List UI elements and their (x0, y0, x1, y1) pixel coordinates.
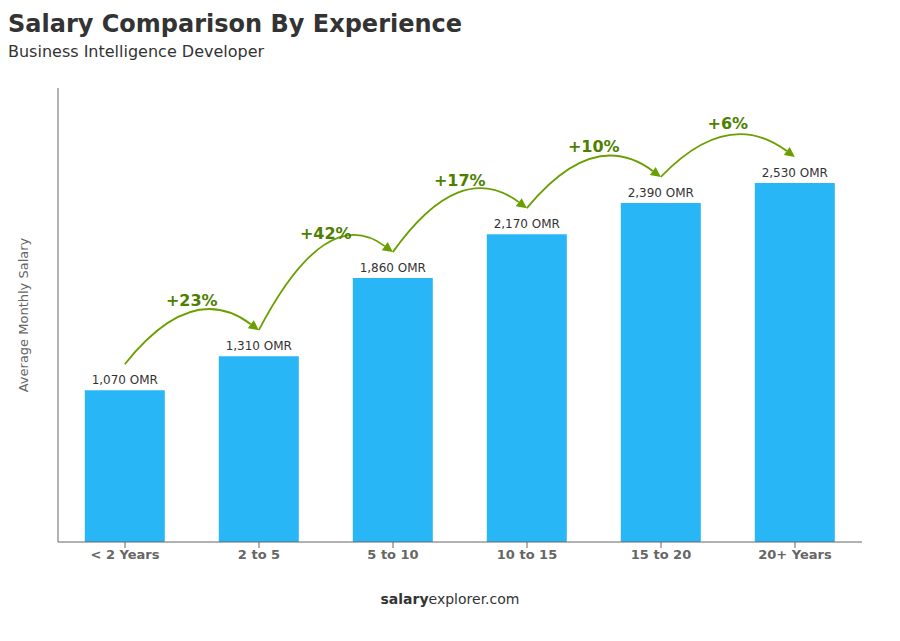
svg-text:2,390 OMR: 2,390 OMR (628, 186, 694, 200)
svg-text:1,310 OMR: 1,310 OMR (226, 339, 292, 353)
svg-text:+6%: +6% (708, 114, 749, 133)
svg-text:10 to 15: 10 to 15 (497, 547, 557, 562)
svg-text:+10%: +10% (568, 137, 620, 156)
svg-text:+23%: +23% (166, 291, 218, 310)
svg-text:15 to 20: 15 to 20 (631, 547, 691, 562)
svg-text:2,530 OMR: 2,530 OMR (762, 166, 828, 180)
svg-text:1,860 OMR: 1,860 OMR (360, 261, 426, 275)
html-text:Salary Comparison By Experienc: Salary Comparison By Experience (8, 10, 463, 38)
html-text:salary explorer.com: salary explorer.com (380, 591, 520, 607)
svg-text:Average Monthly Salary: Average Monthly Salary (16, 237, 31, 392)
svg-text:5 to 10: 5 to 10 (367, 547, 418, 562)
svg-text:+17%: +17% (434, 171, 486, 190)
svg-text:+42%: +42% (300, 224, 352, 243)
svg-text:1,070 OMR: 1,070 OMR (92, 373, 158, 387)
svg-text:< 2 Years: < 2 Years (91, 547, 160, 562)
svg-text:2 to 5: 2 to 5 (238, 547, 280, 562)
svg-text:20+ Years: 20+ Years (758, 547, 832, 562)
html-text:Business Intelligence Develope: Business Intelligence Developer (8, 42, 265, 61)
svg-text:2,170 OMR: 2,170 OMR (494, 217, 560, 231)
